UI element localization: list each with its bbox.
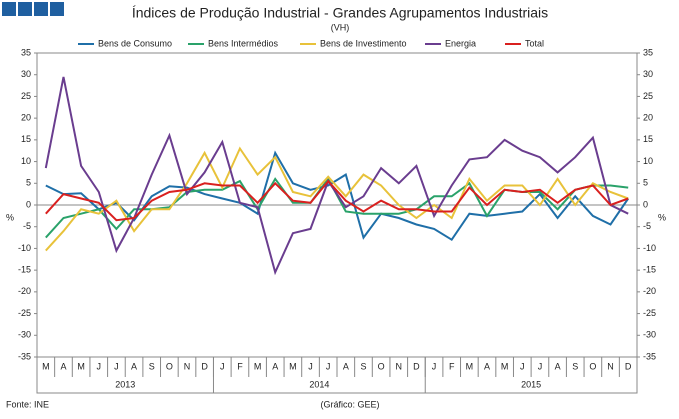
x-tick-label: M bbox=[289, 361, 297, 371]
x-tick-label: D bbox=[201, 361, 208, 371]
y2-tick-label: -15 bbox=[643, 265, 656, 275]
x-tick-label: D bbox=[625, 361, 632, 371]
y-tick-label: 30 bbox=[21, 69, 31, 79]
y-tick-label: -35 bbox=[18, 351, 31, 361]
y2-axis-label: % bbox=[658, 212, 666, 222]
x-tick-label: N bbox=[396, 361, 403, 371]
y-tick-label: 15 bbox=[21, 134, 31, 144]
x-tick-label: N bbox=[184, 361, 191, 371]
legend-label: Bens de Investimento bbox=[320, 38, 407, 48]
y-tick-label: 5 bbox=[26, 178, 31, 188]
y2-tick-label: 25 bbox=[643, 91, 653, 101]
x-tick-label: J bbox=[114, 361, 119, 371]
x-tick-label: J bbox=[538, 361, 543, 371]
y-tick-label: -30 bbox=[18, 330, 31, 340]
x-tick-label: M bbox=[77, 361, 85, 371]
x-tick-label: J bbox=[220, 361, 225, 371]
legend-label: Energia bbox=[445, 38, 476, 48]
x-tick-label: F bbox=[449, 361, 455, 371]
logo-square bbox=[2, 2, 16, 16]
x-tick-label: J bbox=[97, 361, 102, 371]
x-tick-label: A bbox=[484, 361, 490, 371]
logo-square bbox=[18, 2, 32, 16]
y-tick-label: 10 bbox=[21, 156, 31, 166]
source: Fonte: INE bbox=[6, 399, 49, 409]
x-group-label: 2014 bbox=[309, 379, 329, 389]
y-tick-label: -5 bbox=[23, 221, 31, 231]
x-tick-label: M bbox=[42, 361, 50, 371]
y-tick-label: 25 bbox=[21, 91, 31, 101]
y2-tick-label: -10 bbox=[643, 243, 656, 253]
y2-tick-label: 10 bbox=[643, 156, 653, 166]
x-tick-label: M bbox=[501, 361, 509, 371]
series-line bbox=[45, 179, 629, 222]
x-tick-label: O bbox=[378, 361, 385, 371]
x-tick-label: F bbox=[237, 361, 243, 371]
x-tick-label: S bbox=[572, 361, 578, 371]
x-tick-label: A bbox=[555, 361, 561, 371]
y2-tick-label: 15 bbox=[643, 134, 653, 144]
x-tick-label: N bbox=[607, 361, 614, 371]
x-tick-label: J bbox=[520, 361, 525, 371]
y-tick-label: 35 bbox=[21, 47, 31, 57]
x-tick-label: O bbox=[589, 361, 596, 371]
x-tick-label: S bbox=[360, 361, 366, 371]
y2-tick-label: 35 bbox=[643, 47, 653, 57]
y2-tick-label: 20 bbox=[643, 113, 653, 123]
y-tick-label: 0 bbox=[26, 199, 31, 209]
y-axis-label: % bbox=[6, 212, 14, 222]
y-tick-label: -25 bbox=[18, 308, 31, 318]
y2-tick-label: 0 bbox=[643, 199, 648, 209]
x-tick-label: J bbox=[308, 361, 313, 371]
y-tick-label: -20 bbox=[18, 286, 31, 296]
y-tick-label: 20 bbox=[21, 113, 31, 123]
x-tick-label: A bbox=[343, 361, 349, 371]
y2-tick-label: 5 bbox=[643, 178, 648, 188]
chart-title: Índices de Produção Industrial - Grandes… bbox=[132, 5, 548, 21]
x-tick-label: J bbox=[326, 361, 331, 371]
y2-tick-label: -30 bbox=[643, 330, 656, 340]
chart-subtitle: (VH) bbox=[331, 22, 350, 32]
logo-square bbox=[34, 2, 48, 16]
y2-tick-label: -35 bbox=[643, 351, 656, 361]
legend-label: Bens de Consumo bbox=[98, 38, 172, 48]
x-tick-label: O bbox=[166, 361, 173, 371]
x-tick-label: S bbox=[149, 361, 155, 371]
y2-tick-label: -25 bbox=[643, 308, 656, 318]
x-group-label: 2015 bbox=[521, 379, 541, 389]
legend-label: Bens Intermédios bbox=[208, 38, 279, 48]
x-tick-label: D bbox=[413, 361, 420, 371]
x-tick-label: A bbox=[272, 361, 278, 371]
x-tick-label: A bbox=[131, 361, 137, 371]
x-group-label: 2013 bbox=[115, 379, 135, 389]
y-tick-label: -10 bbox=[18, 243, 31, 253]
x-tick-label: M bbox=[466, 361, 474, 371]
y2-tick-label: -5 bbox=[643, 221, 651, 231]
series-line bbox=[44, 76, 629, 276]
y2-tick-label: -20 bbox=[643, 286, 656, 296]
x-tick-label: J bbox=[432, 361, 437, 371]
credit: (Gráfico: GEE) bbox=[320, 399, 379, 409]
logo-square bbox=[50, 2, 64, 16]
x-tick-label: A bbox=[60, 361, 66, 371]
y2-tick-label: 30 bbox=[643, 69, 653, 79]
x-tick-label: M bbox=[254, 361, 262, 371]
legend-label: Total bbox=[525, 38, 544, 48]
series-line bbox=[45, 146, 629, 252]
y-tick-label: -15 bbox=[18, 265, 31, 275]
